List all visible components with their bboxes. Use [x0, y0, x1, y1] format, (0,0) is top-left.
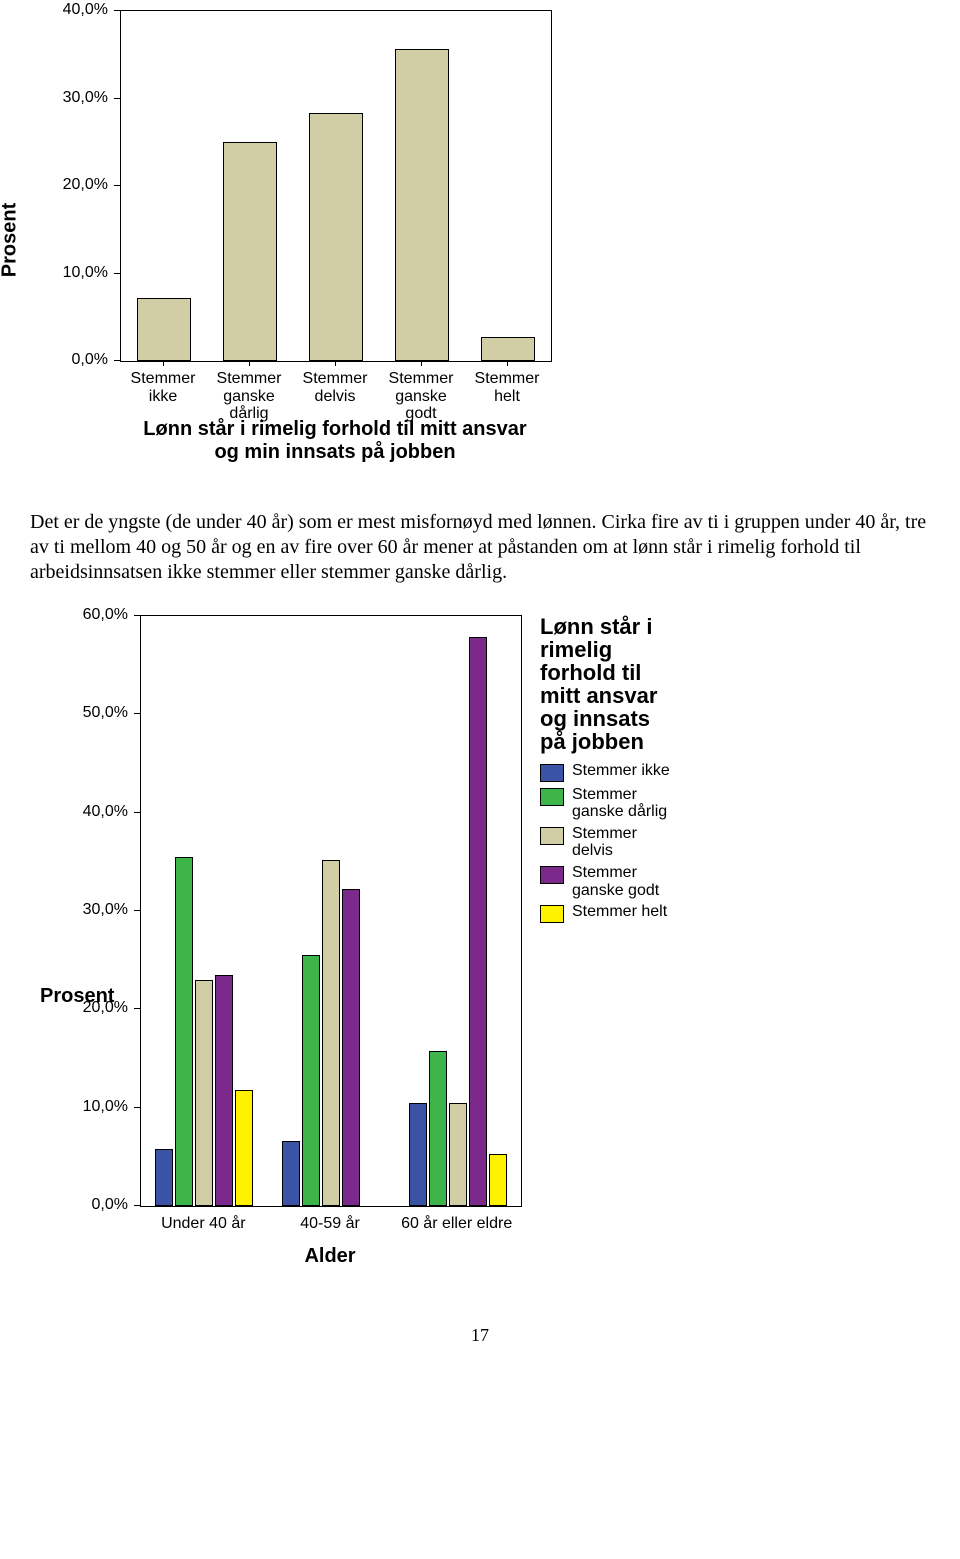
- chart1-category-label: Stemmerhelt: [462, 370, 552, 405]
- chart1-ytick-label: 10,0%: [48, 264, 108, 282]
- chart2-bar: [342, 889, 360, 1206]
- chart2-bar: [282, 1141, 300, 1206]
- chart1-bar: [223, 142, 277, 361]
- chart1-ytick-label: 0,0%: [48, 351, 108, 369]
- legend-title: Lønn står irimeligforhold tilmitt ansvar…: [540, 615, 780, 754]
- legend-label: Stemmerganske godt: [572, 864, 659, 899]
- body-paragraph: Det er de yngste (de under 40 år) som er…: [30, 510, 930, 585]
- chart1-ylabel: Prosent: [0, 203, 22, 277]
- legend-item: Stemmer ikke: [540, 762, 780, 782]
- chart1-category-label: Stemmerganskegodt: [376, 370, 466, 423]
- chart2-ytick-label: 10,0%: [48, 1098, 128, 1116]
- chart1-plot: [120, 10, 552, 362]
- legend-label: Stemmerganske dårlig: [572, 786, 667, 821]
- chart2-group-label: 60 år eller eldre: [397, 1215, 517, 1233]
- chart2-group-label: Under 40 år: [143, 1215, 263, 1233]
- chart2-x-title: Alder: [140, 1245, 520, 1268]
- chart2-bar: [429, 1051, 447, 1206]
- chart2-bar: [302, 955, 320, 1206]
- chart2-bar: [449, 1103, 467, 1206]
- chart1-bar: [137, 298, 191, 361]
- chart2-bar: [175, 857, 193, 1206]
- chart2-ytick-label: 60,0%: [48, 606, 128, 624]
- chart1-bar: [481, 337, 535, 362]
- page-number: 17: [0, 1325, 960, 1346]
- legend-label: Stemmer ikke: [572, 762, 670, 780]
- legend-item: Stemmer helt: [540, 903, 780, 923]
- legend-swatch: [540, 788, 564, 806]
- chart2-bar: [235, 1090, 253, 1206]
- legend-item: Stemmerganske godt: [540, 864, 780, 899]
- chart1-ytick-label: 40,0%: [48, 1, 108, 19]
- chart1-ytick-label: 30,0%: [48, 89, 108, 107]
- chart1-x-title: Lønn står i rimelig forhold til mitt ans…: [120, 418, 550, 464]
- chart2-group-label: 40-59 år: [270, 1215, 390, 1233]
- chart2-bar: [215, 975, 233, 1206]
- chart1-category-label: Stemmerikke: [118, 370, 208, 405]
- chart1-category-label: Stemmerganskedårlig: [204, 370, 294, 423]
- legend-swatch: [540, 827, 564, 845]
- chart2-bar: [155, 1149, 173, 1206]
- chart2-bar: [489, 1154, 507, 1206]
- legend-item: Stemmerdelvis: [540, 825, 780, 860]
- chart2-legend: Lønn står irimeligforhold tilmitt ansvar…: [540, 615, 780, 927]
- chart2: Prosent 0,0%10,0%20,0%30,0%40,0%50,0%60,…: [40, 615, 800, 1295]
- chart2-ytick-label: 30,0%: [48, 901, 128, 919]
- chart1-category-label: Stemmerdelvis: [290, 370, 380, 405]
- chart2-bar: [322, 860, 340, 1206]
- legend-item: Stemmerganske dårlig: [540, 786, 780, 821]
- legend-swatch: [540, 905, 564, 923]
- chart2-ytick-label: 50,0%: [48, 704, 128, 722]
- chart2-bar: [409, 1103, 427, 1206]
- chart1: Prosent 0,0%10,0%20,0%30,0%40,0%Stemmeri…: [40, 10, 600, 470]
- chart2-plot: [140, 615, 522, 1207]
- legend-label: Stemmer helt: [572, 903, 667, 921]
- chart2-ytick-label: 40,0%: [48, 803, 128, 821]
- chart1-bar: [395, 49, 449, 361]
- legend-label: Stemmerdelvis: [572, 825, 637, 860]
- chart2-ytick-label: 0,0%: [48, 1196, 128, 1214]
- legend-swatch: [540, 764, 564, 782]
- chart2-bar: [469, 637, 487, 1206]
- chart1-bar: [309, 113, 363, 361]
- chart2-bar: [195, 980, 213, 1206]
- chart2-ytick-label: 20,0%: [48, 999, 128, 1017]
- legend-swatch: [540, 866, 564, 884]
- chart1-ytick-label: 20,0%: [48, 176, 108, 194]
